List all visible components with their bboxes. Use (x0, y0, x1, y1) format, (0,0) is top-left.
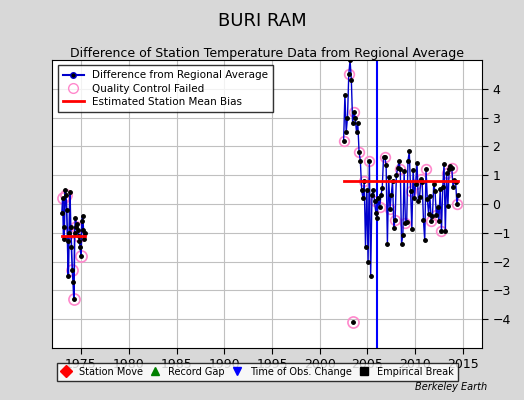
Text: BURI RAM: BURI RAM (217, 12, 307, 30)
Title: Difference of Station Temperature Data from Regional Average: Difference of Station Temperature Data f… (70, 47, 464, 60)
Legend: Station Move, Record Gap, Time of Obs. Change, Empirical Break: Station Move, Record Gap, Time of Obs. C… (57, 363, 457, 380)
Text: Berkeley Earth: Berkeley Earth (415, 382, 487, 392)
